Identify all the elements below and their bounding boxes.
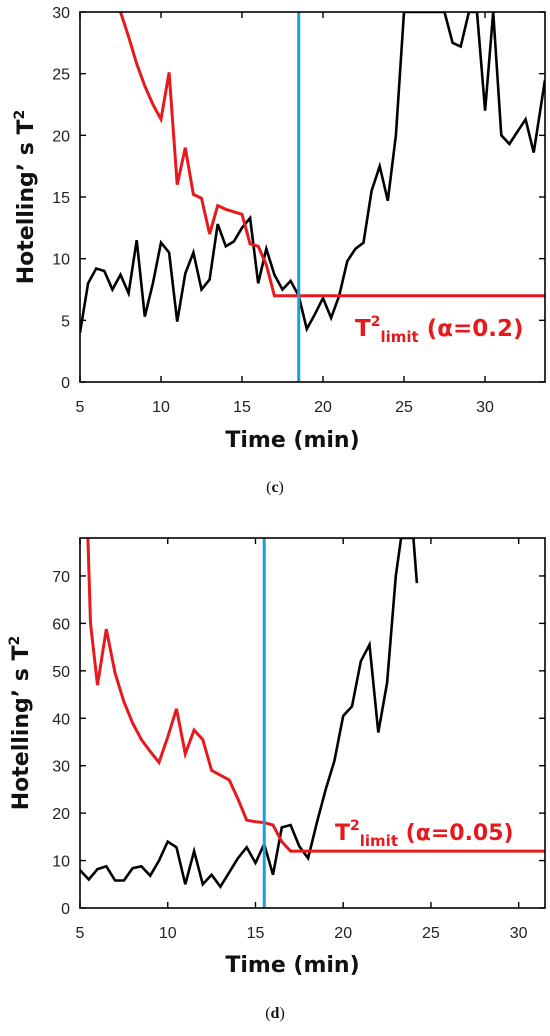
panel-label-close: )	[279, 1005, 284, 1022]
y-tick-label: 20	[52, 806, 70, 823]
limit-label-alpha: (α=0.2)	[419, 316, 524, 342]
limit-line	[119, 12, 545, 298]
x-axis-label: Time (min)	[225, 953, 359, 978]
y-axis-label-main: Hotelling’ s T	[14, 119, 39, 284]
y-tick-label: 5	[61, 313, 70, 330]
y-tick-label: 50	[52, 664, 70, 681]
limit-label: T2limit (α=0.05)	[335, 818, 514, 850]
y-tick-label: 30	[52, 759, 70, 776]
panel-label-open: (	[266, 479, 271, 496]
limit-line	[86, 538, 545, 853]
x-tick-label: 5	[76, 399, 85, 416]
y-tick-label: 25	[52, 67, 70, 84]
x-tick-label: 15	[247, 925, 265, 942]
panel-label-open: (	[265, 1005, 270, 1022]
x-tick-label: 20	[314, 399, 332, 416]
panel-label-letter: d	[271, 1005, 280, 1022]
x-axis-label: Time (min)	[225, 428, 359, 453]
limit-label-t: T	[355, 316, 371, 342]
x-tick-label: 10	[152, 399, 170, 416]
y-tick-label: 40	[52, 711, 70, 728]
y-axis-label-superscript: 2	[12, 110, 28, 120]
y-tick-label: 10	[52, 252, 70, 269]
x-tick-label: 25	[422, 925, 440, 942]
x-tick-label: 15	[233, 399, 251, 416]
plot-frame	[79, 537, 546, 909]
limit-label-alpha: (α=0.05)	[398, 821, 514, 846]
y-tick-label: 15	[52, 190, 70, 207]
y-tick-label: 20	[52, 128, 70, 145]
y-tick-label: 70	[52, 569, 70, 586]
panel-label: (c)	[266, 479, 284, 496]
y-tick-label: 0	[61, 375, 70, 392]
statistic-line	[80, 538, 419, 890]
panel-label: (d)	[265, 1005, 285, 1022]
limit-label-t: T	[335, 821, 350, 846]
chart-panel-d: 5 10 15 20 25 30 0 10 20 30 40 50 60 70 Time (min) Hote…	[7, 537, 546, 1022]
y-tick-label: 30	[52, 5, 70, 22]
x-tick-label: 20	[334, 925, 352, 942]
y-axis-label: Hotelling’ s T2	[7, 636, 34, 811]
x-tick-label: 5	[76, 925, 85, 942]
y-tick-label: 0	[61, 901, 70, 918]
y-axis-label-main: Hotelling’ s T	[9, 645, 34, 810]
limit-label-superscript: 2	[350, 818, 360, 834]
y-tick-label: 10	[52, 854, 70, 871]
x-tick-label: 30	[510, 925, 528, 942]
y-axis-label: Hotelling’ s T2	[12, 110, 39, 285]
limit-label-subscript: limit	[360, 832, 398, 850]
x-tick-label: 10	[159, 925, 177, 942]
x-tick-label: 30	[476, 399, 494, 416]
limit-label-subscript: limit	[380, 328, 418, 346]
x-tick-label: 25	[395, 399, 413, 416]
statistic-line	[80, 12, 545, 333]
limit-label-superscript: 2	[371, 314, 381, 330]
limit-label: T2limit (α=0.2)	[355, 314, 524, 346]
y-tick-label: 60	[52, 616, 70, 633]
panel-label-letter: c	[271, 479, 278, 496]
y-axis-label-superscript: 2	[7, 636, 23, 646]
panel-label-close: )	[279, 479, 284, 496]
